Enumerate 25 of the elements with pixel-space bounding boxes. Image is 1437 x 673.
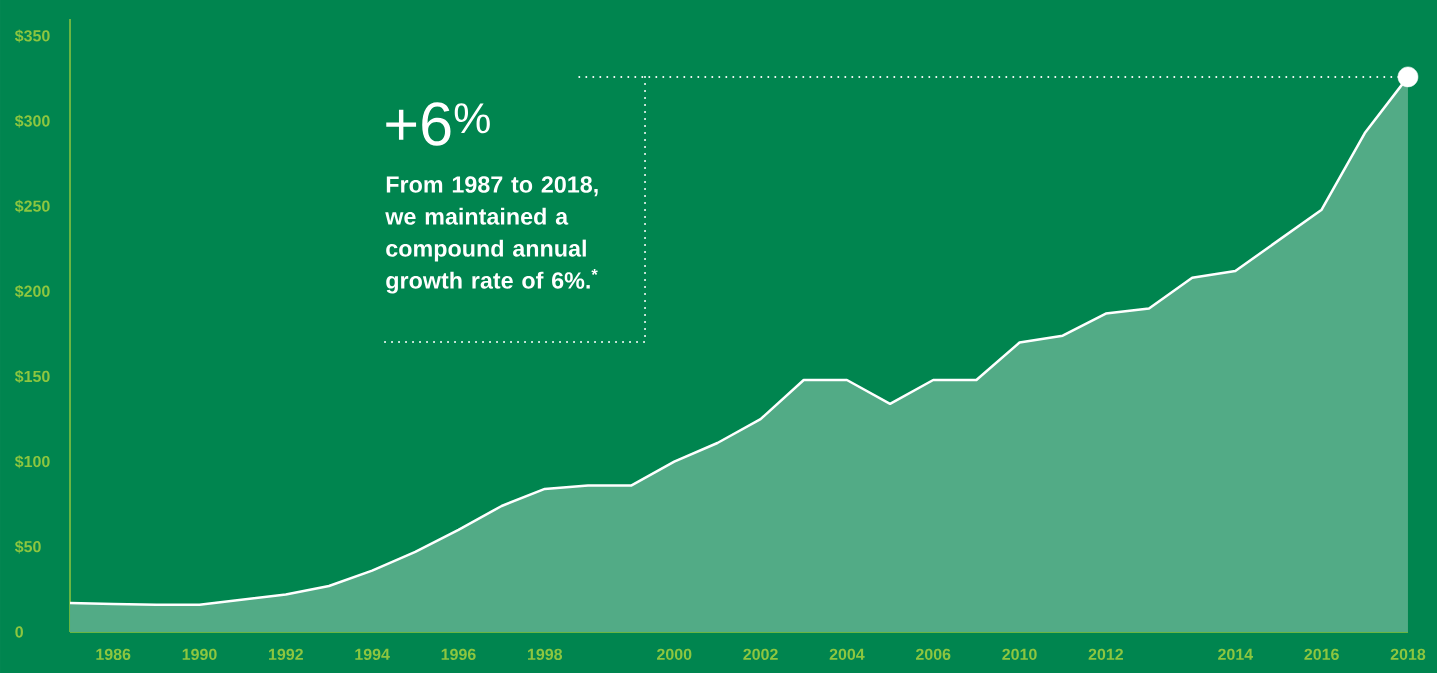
x-tick-label: 1992 <box>269 648 303 661</box>
annotation: From 1987 to 2018, we maintained a compound annual growth rate of 6%.$^{*}$ <box>385 176 598 294</box>
y-tick-label: $350 <box>14 29 50 43</box>
x-tick-label: 2002 <box>743 648 778 661</box>
y-tick-label: $100 <box>14 455 50 469</box>
y-tick-label: $150 <box>14 370 50 384</box>
x-tick-label: 1994 <box>355 648 390 661</box>
y-tick-label: $250 <box>14 199 50 213</box>
y-tick-label: $200 <box>14 284 50 298</box>
x-tick-label: 2000 <box>657 648 692 661</box>
x-tick-label: 1998 <box>527 648 563 661</box>
x-tick-label: 1986 <box>96 648 131 661</box>
y-tick-label: 0 <box>15 626 23 638</box>
x-tick-label: 1990 <box>182 648 217 661</box>
y-tick-label: $50 <box>14 540 41 554</box>
y-tick-label: $300 <box>14 114 50 128</box>
x-tick-label: 2004 <box>829 648 865 661</box>
x-tick-label: 1996 <box>441 648 476 661</box>
x-tick-label: 2010 <box>1002 648 1037 661</box>
x-tick-label: 2006 <box>915 648 951 661</box>
x-tick-label: 2016 <box>1304 648 1339 661</box>
x-tick-label: 2014 <box>1218 648 1254 661</box>
x-tick-label: 2012 <box>1088 648 1123 661</box>
annotation: +6$^{%}$ <box>386 102 490 146</box>
x-tick-label: 2018 <box>1390 648 1426 661</box>
